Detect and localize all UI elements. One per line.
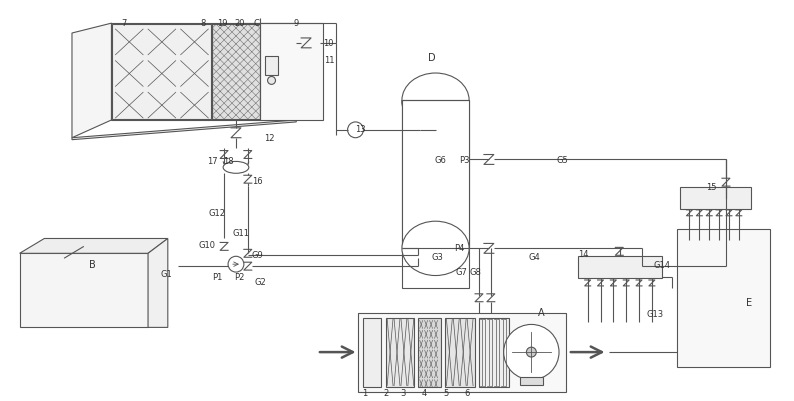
Polygon shape <box>20 239 168 253</box>
Bar <box>364 318 381 387</box>
Text: G11: G11 <box>232 229 249 238</box>
Text: G13: G13 <box>647 310 664 319</box>
Text: B: B <box>89 260 95 270</box>
Text: 20: 20 <box>234 19 245 28</box>
Text: G9: G9 <box>252 251 264 260</box>
Text: A: A <box>538 308 545 318</box>
Text: G5: G5 <box>556 156 568 164</box>
Text: G8: G8 <box>469 268 481 277</box>
Text: G6: G6 <box>434 156 446 164</box>
Text: 13: 13 <box>356 125 366 134</box>
Text: 3: 3 <box>400 389 406 398</box>
Text: 19: 19 <box>218 19 228 28</box>
Ellipse shape <box>402 221 469 275</box>
Bar <box>519 377 543 385</box>
Ellipse shape <box>402 73 469 128</box>
Polygon shape <box>72 120 296 140</box>
Circle shape <box>503 324 559 380</box>
Polygon shape <box>148 239 168 327</box>
Circle shape <box>228 256 244 272</box>
Bar <box>676 229 770 367</box>
Text: G7: G7 <box>455 268 467 277</box>
Bar <box>260 23 323 120</box>
Text: 2: 2 <box>384 389 388 398</box>
Text: 8: 8 <box>200 19 206 28</box>
Circle shape <box>526 347 536 357</box>
Bar <box>113 24 211 119</box>
Text: 11: 11 <box>324 56 334 65</box>
Text: P2: P2 <box>234 273 245 282</box>
Bar <box>479 318 509 387</box>
Bar <box>680 187 750 209</box>
Text: P4: P4 <box>454 245 464 253</box>
Text: P3: P3 <box>459 156 470 164</box>
Text: G4: G4 <box>528 253 540 262</box>
Text: 7: 7 <box>121 19 127 28</box>
Text: 10: 10 <box>323 39 333 48</box>
Text: E: E <box>746 298 752 308</box>
Ellipse shape <box>223 162 249 173</box>
Text: 18: 18 <box>223 158 233 166</box>
Bar <box>212 24 260 119</box>
Text: 12: 12 <box>264 134 274 143</box>
Text: P1: P1 <box>212 273 222 282</box>
Text: G12: G12 <box>208 209 225 218</box>
Bar <box>264 56 279 75</box>
Bar <box>402 100 469 248</box>
Text: 16: 16 <box>252 177 262 186</box>
Bar <box>445 318 475 387</box>
Bar <box>386 318 414 387</box>
Text: 5: 5 <box>443 389 449 398</box>
Text: G10: G10 <box>198 241 215 251</box>
Text: 9: 9 <box>293 19 299 28</box>
Text: D: D <box>428 53 435 63</box>
Circle shape <box>348 122 364 138</box>
Text: 6: 6 <box>464 389 469 398</box>
Circle shape <box>268 77 276 84</box>
Bar <box>358 313 566 392</box>
Text: G2: G2 <box>255 278 267 287</box>
Bar <box>578 256 661 278</box>
Text: G3: G3 <box>432 253 444 262</box>
Bar <box>418 318 441 387</box>
Bar <box>20 253 148 327</box>
Polygon shape <box>72 23 111 138</box>
Text: 14: 14 <box>578 250 588 259</box>
Bar <box>402 100 469 288</box>
Text: C: C <box>254 19 260 28</box>
Text: 17: 17 <box>207 158 218 166</box>
Text: G14: G14 <box>653 261 671 270</box>
Text: 1: 1 <box>362 389 368 398</box>
Bar <box>111 23 296 120</box>
Text: 4: 4 <box>422 389 427 398</box>
Text: 15: 15 <box>706 183 717 192</box>
Text: G1: G1 <box>161 270 172 279</box>
